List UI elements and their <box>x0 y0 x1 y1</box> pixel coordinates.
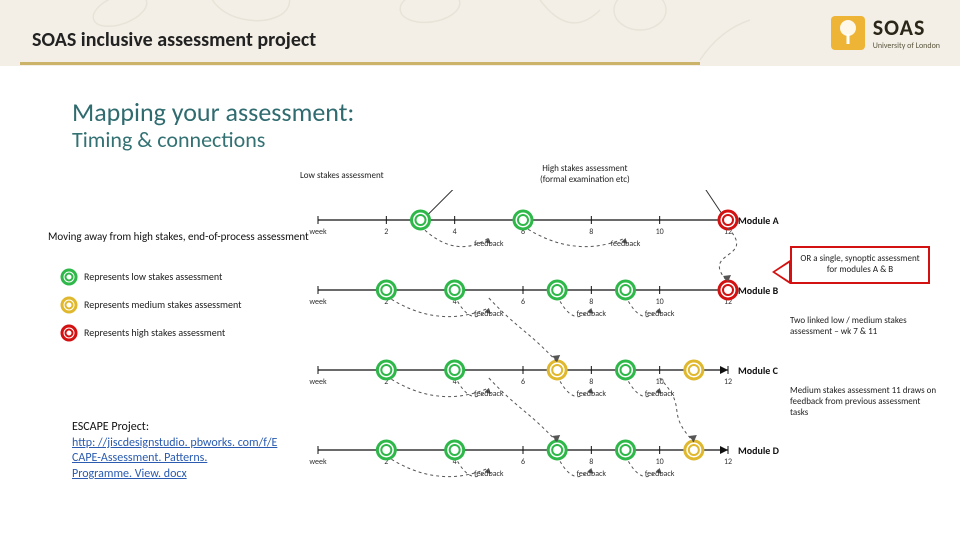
escape-link-l1[interactable]: http: //jiscdesignstudio. pbworks. com/f… <box>72 436 277 450</box>
svg-text:8: 8 <box>589 297 593 307</box>
legend-text: Represents medium stakes assessment <box>84 298 241 311</box>
title-underline <box>20 62 700 65</box>
legend-ring-icon <box>60 324 76 340</box>
svg-text:feedback: feedback <box>611 239 641 249</box>
escape-link-l3[interactable]: Programme. View. docx <box>72 467 187 481</box>
high-stakes-l2: (formal examination etc) <box>540 174 630 185</box>
svg-text:feedback: feedback <box>474 389 504 399</box>
module-label: Module A <box>738 214 779 227</box>
svg-text:week: week <box>309 297 327 307</box>
escape-citation: ESCAPE Project: http: //jiscdesignstudio… <box>72 420 277 482</box>
escape-link-l2[interactable]: CAPE-Assessment. Patterns. <box>72 451 207 465</box>
svg-text:feedback: feedback <box>577 469 607 479</box>
escape-label: ESCAPE Project: <box>72 420 149 434</box>
heading-line1: Mapping your assessment: <box>72 96 354 128</box>
svg-text:12: 12 <box>724 457 732 467</box>
low-stakes-label: Low stakes assessment <box>300 170 384 181</box>
svg-text:6: 6 <box>521 297 525 307</box>
synoptic-arrow-icon <box>772 260 790 284</box>
svg-text:feedback: feedback <box>474 309 504 319</box>
timeline-diagram: week24681012feedbackfeedbackweek24681012… <box>298 190 774 520</box>
svg-text:4: 4 <box>453 227 457 237</box>
svg-text:feedback: feedback <box>577 309 607 319</box>
module-label: Module C <box>738 364 778 377</box>
svg-text:feedback: feedback <box>645 469 675 479</box>
svg-text:feedback: feedback <box>577 389 607 399</box>
legend-row: Represents high stakes assessment <box>60 324 241 340</box>
svg-text:feedback: feedback <box>474 469 504 479</box>
svg-text:6: 6 <box>521 457 525 467</box>
svg-text:2: 2 <box>384 227 388 237</box>
high-stakes-l1: High stakes assessment <box>542 163 627 174</box>
module-label: Module D <box>738 444 779 457</box>
svg-text:12: 12 <box>724 377 732 387</box>
legend-row: Represents low stakes assessment <box>60 268 241 284</box>
svg-text:10: 10 <box>656 227 664 237</box>
svg-text:10: 10 <box>656 457 664 467</box>
svg-text:8: 8 <box>589 457 593 467</box>
high-stakes-label: High stakes assessment (formal examinati… <box>540 164 630 186</box>
soas-sub: University of London <box>873 41 940 51</box>
svg-text:feedback: feedback <box>645 389 675 399</box>
svg-text:feedback: feedback <box>645 309 675 319</box>
svg-text:week: week <box>309 377 327 387</box>
linked-note: Two linked low / medium stakes assessmen… <box>790 316 940 338</box>
synoptic-box: OR a single, synoptic assessment for mod… <box>790 246 930 284</box>
soas-logo: SOAS University of London <box>831 14 940 51</box>
svg-text:feedback: feedback <box>474 239 504 249</box>
legend-ring-icon <box>60 268 76 284</box>
svg-text:10: 10 <box>656 297 664 307</box>
module-label: Module B <box>738 284 778 297</box>
svg-text:8: 8 <box>589 227 593 237</box>
svg-text:8: 8 <box>589 377 593 387</box>
svg-text:week: week <box>309 457 327 467</box>
soas-word: SOAS <box>873 14 940 41</box>
project-title: SOAS inclusive assessment project <box>32 28 316 52</box>
drawson-note: Medium stakes assessment 11 draws on fee… <box>790 386 940 418</box>
legend-text: Represents low stakes assessment <box>84 270 222 283</box>
legend-ring-icon <box>60 296 76 312</box>
moving-away-text: Moving away from high stakes, end-of-pro… <box>48 230 309 243</box>
soas-tree-icon <box>831 16 865 50</box>
legend: Represents low stakes assessment Represe… <box>60 268 241 352</box>
svg-text:week: week <box>309 227 327 237</box>
legend-row: Represents medium stakes assessment <box>60 296 241 312</box>
heading-line2: Timing & connections <box>72 126 265 153</box>
legend-text: Represents high stakes assessment <box>84 326 225 339</box>
svg-text:6: 6 <box>521 377 525 387</box>
